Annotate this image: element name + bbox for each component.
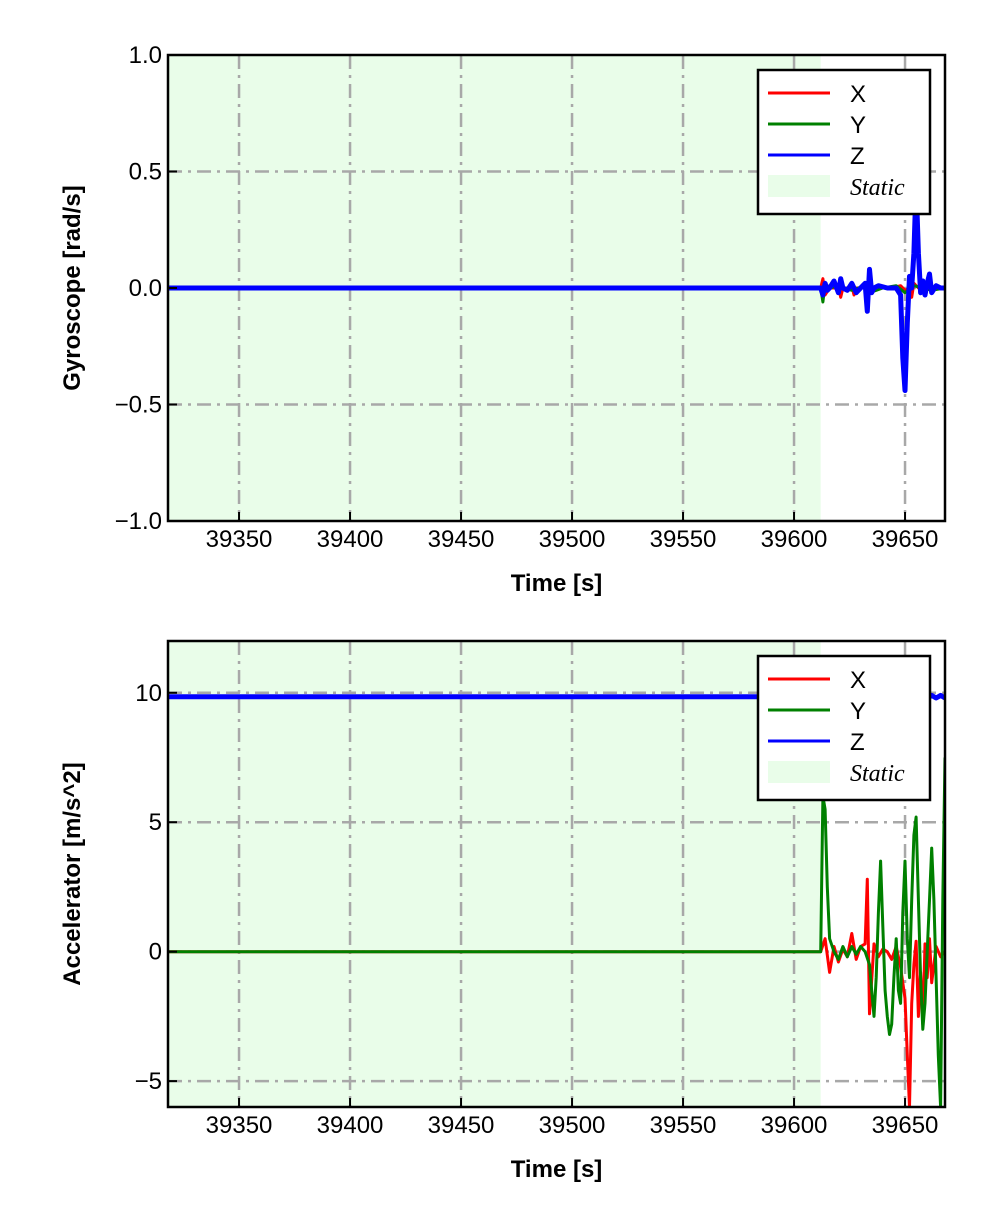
- x-tick-label: 39550: [650, 526, 717, 553]
- x-axis-title: Time [s]: [511, 1156, 603, 1183]
- y-tick-label: 0: [149, 939, 162, 966]
- x-tick-label: 39650: [872, 526, 939, 553]
- x-tick-label: 39650: [872, 1112, 939, 1139]
- static-region: [168, 641, 821, 1107]
- x-tick-label: 39400: [317, 1112, 384, 1139]
- y-tick-label: 10: [135, 680, 162, 707]
- y-tick-label: 5: [149, 809, 162, 836]
- y-tick-label: 1.0: [129, 42, 162, 69]
- accelerator-chart: 39350 39400 39450 39500 39550 39600 39650 −5 0 5…: [59, 639, 947, 1183]
- x-tick-labels: 39350 39400 39450 39500 39550 39600 39650: [206, 526, 939, 553]
- x-tick-label: 39600: [761, 526, 828, 553]
- gyroscope-chart: 39350 39400 39450 39500 39550 39600 39650 −1.0…: [59, 42, 947, 597]
- plot-frame: [166, 53, 947, 523]
- tick-marks: [168, 54, 907, 522]
- series-lines: [168, 180, 945, 393]
- legend-label-y: Y: [850, 112, 866, 139]
- legend-label-static: Static: [850, 761, 905, 787]
- x-tick-label: 39550: [650, 1112, 717, 1139]
- y-tick-label: −5: [135, 1068, 162, 1095]
- plot-frame: [166, 639, 947, 1109]
- x-tick-label: 39500: [539, 526, 606, 553]
- y-tick-labels: −1.0 −0.5 0.0 0.5 1.0: [115, 42, 162, 535]
- legend-swatch-static: [768, 761, 830, 783]
- legend-label-y: Y: [850, 698, 866, 725]
- x-axis-title: Time [s]: [511, 570, 603, 597]
- y-tick-labels: −5 0 5 10: [135, 680, 162, 1095]
- y-tick-label: −1.0: [115, 508, 162, 535]
- y-tick-label: 0.5: [129, 159, 162, 186]
- legend-swatch-static: [768, 175, 830, 197]
- legend: X Y Z Static: [756, 654, 932, 802]
- x-tick-label: 39600: [761, 1112, 828, 1139]
- y-tick-label: 0.0: [129, 275, 162, 302]
- x-tick-label: 39450: [428, 1112, 495, 1139]
- legend-label-z: Z: [850, 143, 865, 170]
- tick-marks: [168, 691, 907, 1107]
- x-tick-labels: 39350 39400 39450 39500 39550 39600 39650: [206, 1112, 939, 1139]
- series-line-z: [168, 180, 945, 393]
- y-axis-title: Gyroscope [rad/s]: [59, 185, 86, 390]
- legend-label-x: X: [850, 667, 866, 694]
- x-tick-label: 39350: [206, 1112, 273, 1139]
- x-tick-label: 39450: [428, 526, 495, 553]
- series-line-y: [168, 757, 945, 1107]
- legend-label-static: Static: [850, 175, 905, 201]
- legend: X Y Z Static: [756, 68, 932, 216]
- y-axis-title: Accelerator [m/s^2]: [59, 762, 86, 985]
- x-tick-label: 39350: [206, 526, 273, 553]
- legend-label-z: Z: [850, 729, 865, 756]
- x-tick-label: 39500: [539, 1112, 606, 1139]
- y-tick-label: −0.5: [115, 392, 162, 419]
- legend-label-x: X: [850, 81, 866, 108]
- x-tick-label: 39400: [317, 526, 384, 553]
